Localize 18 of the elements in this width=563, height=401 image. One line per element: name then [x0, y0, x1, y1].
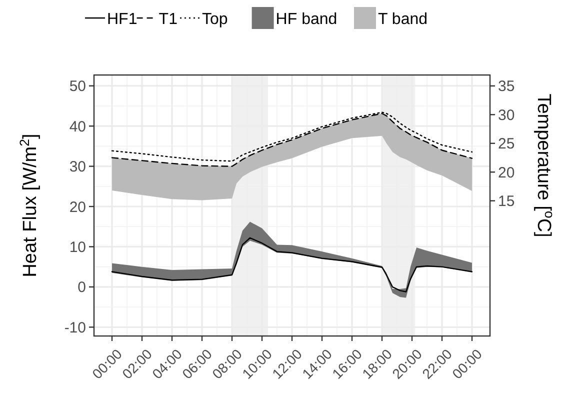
legend-label: HF band: [276, 11, 338, 28]
legend-label: T1: [158, 11, 178, 28]
legend-label: T band: [378, 11, 428, 28]
y2-tick-label: 30: [498, 106, 515, 124]
y-tick-label: 0: [78, 279, 86, 296]
y-tick-label: -10: [64, 319, 86, 336]
y-tick-label: 10: [69, 238, 86, 256]
line-series: [111, 237, 473, 292]
y-tick-label: 50: [69, 78, 86, 96]
legend-label: HF1: [107, 11, 138, 28]
y2-tick-label: 25: [498, 136, 515, 153]
legend-label: Top: [202, 11, 228, 28]
y-tick-label: 20: [69, 198, 86, 216]
y2-tick-label: 35: [498, 78, 515, 96]
y2-tick-label: 15: [498, 193, 515, 210]
y-tick-label: 40: [69, 118, 86, 136]
y2-tick-label: 20: [498, 164, 515, 182]
y-tick-label: 30: [69, 158, 86, 176]
